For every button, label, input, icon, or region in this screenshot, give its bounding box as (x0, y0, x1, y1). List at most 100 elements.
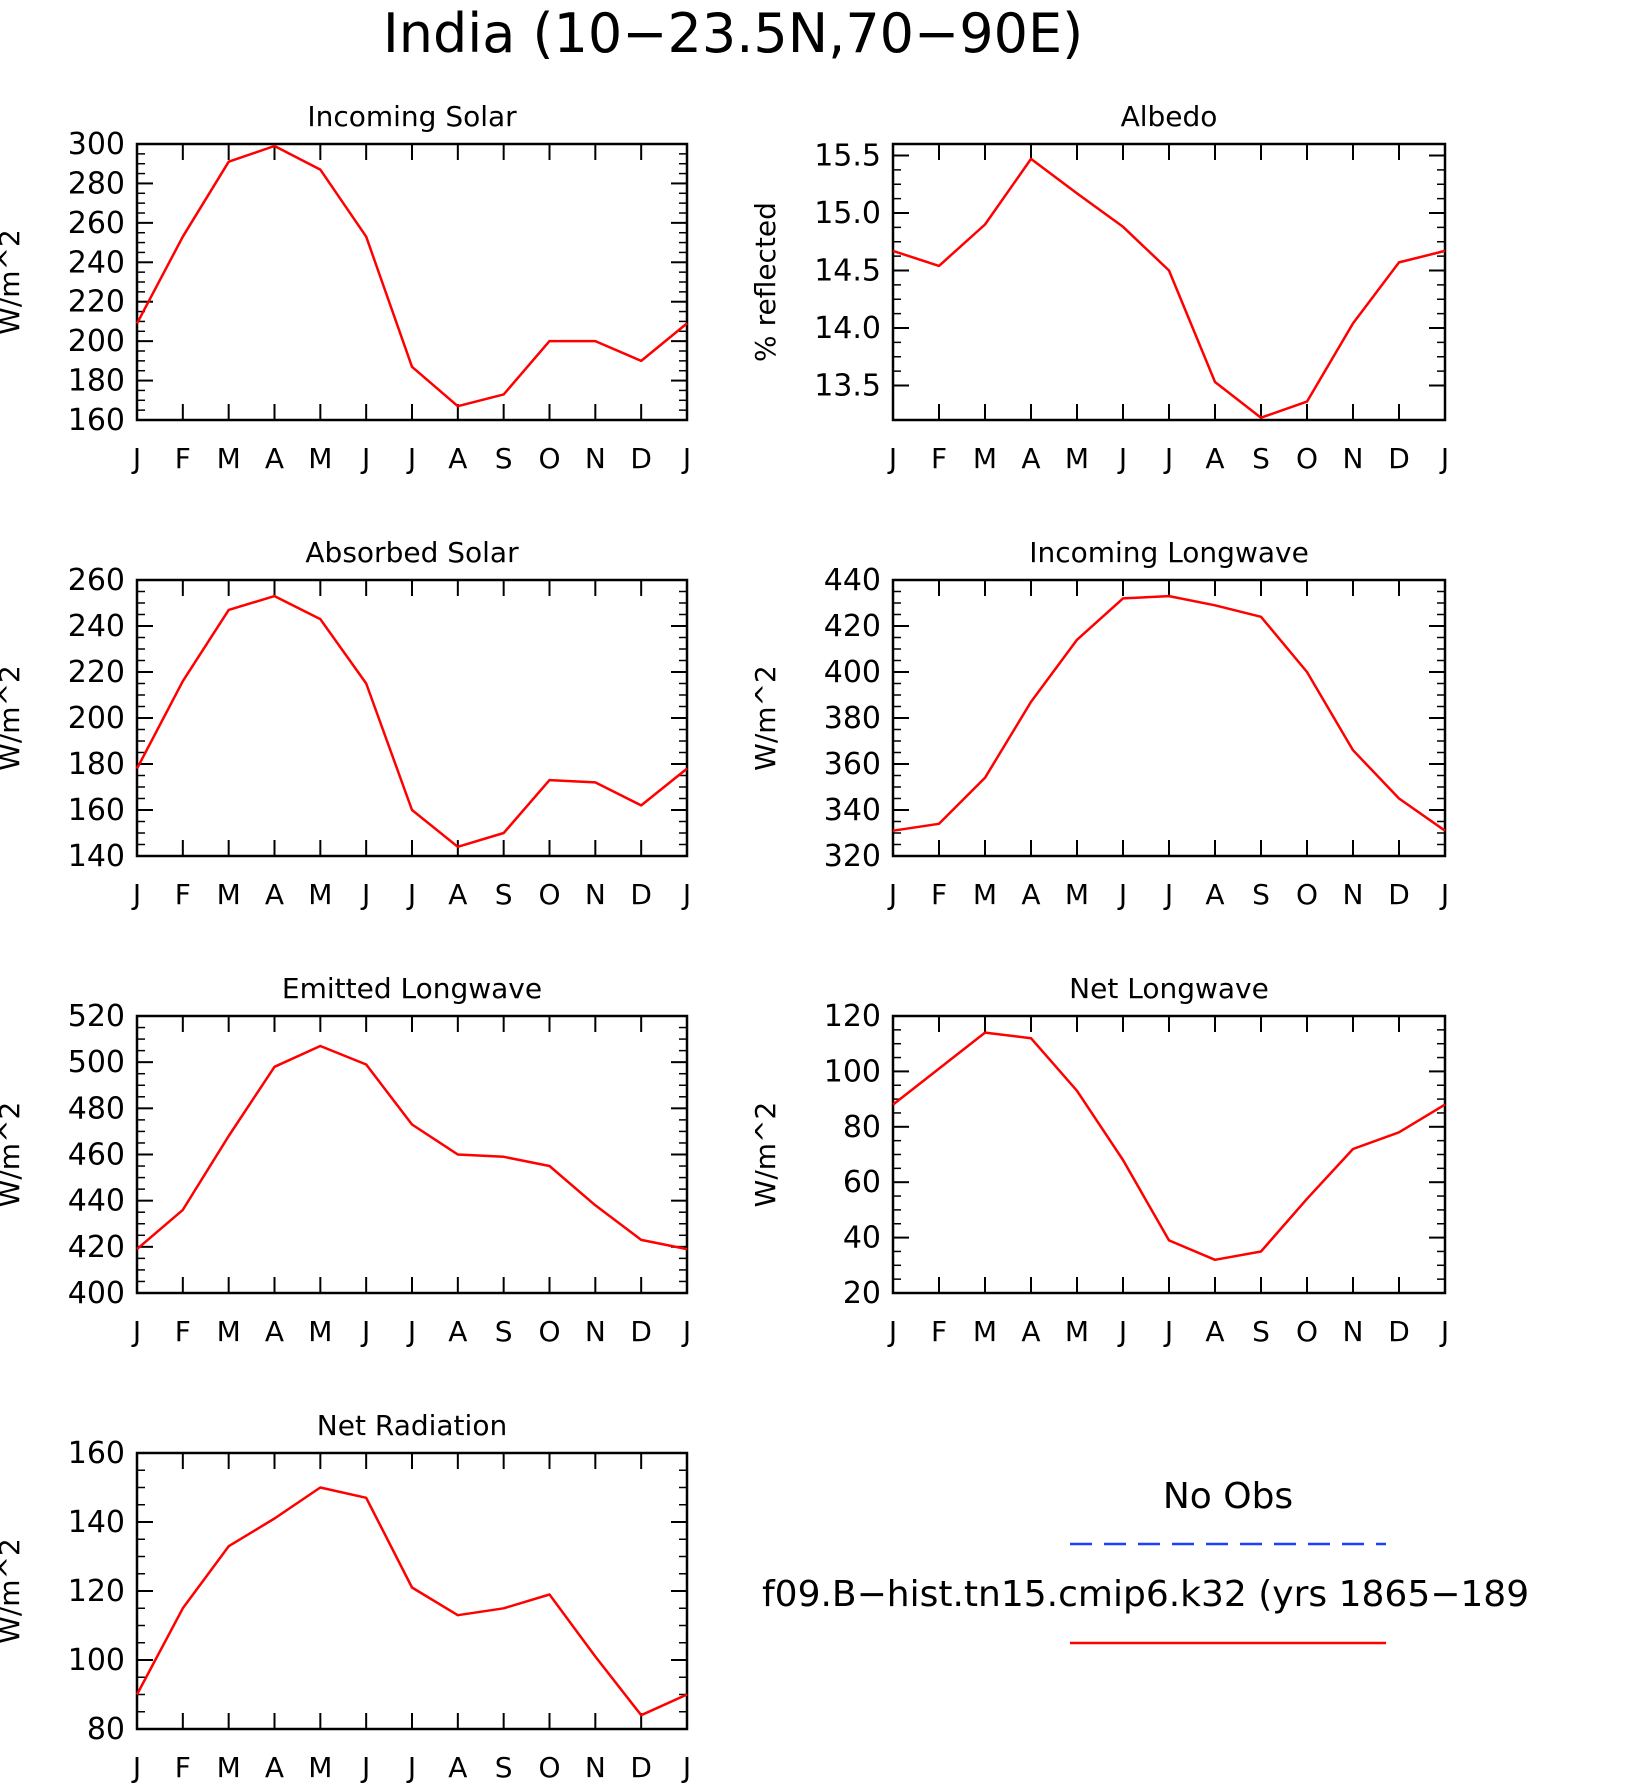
x-tick-label: M (308, 878, 332, 911)
x-tick-label: O (538, 1751, 560, 1783)
x-tick-label: F (931, 1315, 947, 1348)
y-axis-label: W/m^2 (0, 665, 26, 771)
y-axis-label: W/m^2 (0, 1102, 26, 1208)
x-tick-label: F (931, 878, 947, 911)
y-tick-label: 400 (824, 655, 881, 690)
x-tick-label: M (1065, 878, 1089, 911)
x-tick-label: D (630, 1751, 652, 1783)
x-tick-label: J (1163, 878, 1173, 911)
x-tick-label: F (175, 442, 191, 475)
x-tick-label: F (931, 442, 947, 475)
chart-title: Incoming Solar (307, 100, 517, 133)
y-tick-label: 260 (68, 563, 125, 598)
x-tick-label: O (538, 1315, 560, 1348)
y-tick-label: 13.5 (814, 369, 881, 404)
y-tick-label: 160 (68, 793, 125, 828)
x-tick-label: D (1388, 878, 1410, 911)
plot-frame (891, 142, 1447, 422)
x-tick-label: A (448, 1315, 467, 1348)
x-tick-label: N (585, 442, 606, 475)
y-tick-label: 520 (68, 999, 125, 1034)
series-line (135, 144, 688, 408)
y-tick-label: 360 (824, 747, 881, 782)
x-tick-label: J (1163, 442, 1173, 475)
y-tick-label: 380 (824, 701, 881, 736)
y-tick-label: 340 (824, 793, 881, 828)
x-tick-label: M (217, 442, 241, 475)
x-tick-label: M (973, 878, 997, 911)
x-tick-label: A (265, 1751, 284, 1783)
x-tick-label: S (495, 1315, 513, 1348)
y-tick-label: 460 (68, 1138, 125, 1173)
y-tick-label: 220 (68, 285, 125, 320)
x-tick-label: F (175, 878, 191, 911)
x-tick-label: M (217, 1751, 241, 1783)
y-tick-label: 300 (68, 127, 125, 162)
x-tick-label: J (360, 1315, 370, 1348)
y-axis-label: W/m^2 (0, 229, 26, 335)
y-tick-label: 15.5 (814, 139, 881, 174)
x-tick-label: A (265, 1315, 284, 1348)
x-tick-label: J (1117, 442, 1127, 475)
x-tick-label: N (1343, 878, 1364, 911)
y-tick-label: 220 (68, 655, 125, 690)
x-tick-label: N (585, 1315, 606, 1348)
y-tick-label: 20 (843, 1276, 881, 1311)
series-line (892, 1031, 1446, 1262)
y-axis-label: W/m^2 (0, 1538, 26, 1644)
y-tick-label: 200 (68, 701, 125, 736)
x-tick-label: A (448, 442, 467, 475)
x-tick-label: J (360, 878, 370, 911)
plot-frame (891, 1014, 1447, 1295)
y-tick-label: 240 (68, 609, 125, 644)
plot-frame (135, 1451, 689, 1731)
x-tick-label: J (1439, 442, 1449, 475)
y-tick-label: 120 (68, 1574, 125, 1609)
x-tick-label: A (1205, 1315, 1224, 1348)
x-tick-label: J (406, 442, 416, 475)
y-axis-label: % reflected (749, 202, 782, 362)
x-tick-label: O (538, 878, 560, 911)
y-tick-label: 100 (824, 1054, 881, 1089)
x-tick-label: J (1439, 1315, 1449, 1348)
x-tick-label: N (585, 1751, 606, 1783)
y-tick-label: 140 (68, 1505, 125, 1540)
x-tick-label: F (175, 1315, 191, 1348)
x-tick-label: O (1296, 878, 1318, 911)
legend-label-model: f09.B−hist.tn15.cmip6.k32 (yrs 1865−189 (762, 1574, 1529, 1615)
y-tick-label: 100 (68, 1643, 125, 1678)
x-tick-label: N (585, 878, 606, 911)
y-tick-label: 320 (824, 839, 881, 874)
plot-frame (891, 578, 1447, 858)
x-tick-label: M (1065, 442, 1089, 475)
y-tick-label: 80 (87, 1712, 125, 1747)
y-tick-label: 160 (68, 403, 125, 438)
y-tick-label: 440 (824, 563, 881, 598)
series-line (892, 594, 1446, 832)
x-tick-label: S (495, 1751, 513, 1783)
x-tick-label: N (1343, 442, 1364, 475)
y-tick-label: 440 (68, 1184, 125, 1219)
x-tick-label: D (1388, 442, 1410, 475)
y-tick-label: 140 (68, 839, 125, 874)
x-tick-label: J (887, 442, 897, 475)
x-tick-label: M (973, 1315, 997, 1348)
x-tick-label: J (1163, 1315, 1173, 1348)
x-tick-label: J (681, 1751, 691, 1783)
series-line (135, 1486, 688, 1717)
y-axis-label: W/m^2 (749, 1102, 782, 1208)
series-line (135, 594, 688, 849)
series-line (136, 1044, 688, 1251)
x-tick-label: A (1021, 442, 1040, 475)
y-tick-label: 160 (68, 1436, 125, 1471)
x-tick-label: A (265, 442, 284, 475)
x-tick-label: A (1021, 878, 1040, 911)
x-tick-label: M (1065, 1315, 1089, 1348)
y-tick-label: 400 (68, 1276, 125, 1311)
